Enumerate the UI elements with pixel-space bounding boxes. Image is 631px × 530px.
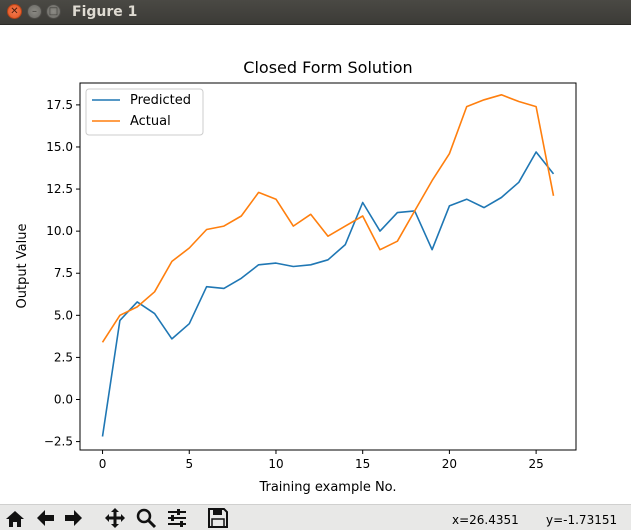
- minimize-window-button[interactable]: –: [27, 4, 42, 19]
- save-icon[interactable]: [207, 507, 229, 529]
- series-layer: [101, 94, 555, 437]
- pan-icon[interactable]: [104, 507, 126, 529]
- y-tick-label: 0.0: [54, 392, 73, 406]
- y-coordinate-readout: y=-1.73151: [546, 513, 618, 527]
- back-arrow-icon[interactable]: [34, 507, 56, 529]
- x-tick-label: 15: [355, 457, 370, 471]
- home-icon[interactable]: [4, 507, 26, 529]
- ticks-layer: 0 5 10 15 20 25 −2.5 0.0 2.5 5.0 7.5 10.0 12.5 15.0 17…: [44, 98, 544, 471]
- maximize-window-button[interactable]: □: [46, 4, 61, 19]
- line-chart: 0 5 10 15 20 25 −2.5 0.0 2.5 5.0 7.5 10.0 12.5 15.0 17…: [15, 58, 577, 495]
- legend-label-predicted: Predicted: [130, 93, 191, 108]
- y-tick-label: −2.5: [44, 435, 73, 449]
- x-tick-label: 25: [528, 457, 543, 471]
- x-coordinate-readout: x=26.4351: [452, 513, 519, 527]
- window-titlebar: ✕ – □ Figure 1: [0, 0, 631, 25]
- y-tick-label: 15.0: [46, 140, 73, 154]
- x-tick-label: 0: [99, 457, 107, 471]
- legend: Predicted Actual: [85, 88, 204, 136]
- figure-canvas[interactable]: 0 5 10 15 20 25 −2.5 0.0 2.5 5.0 7.5 10.0 12.5 15.0 17…: [0, 25, 631, 504]
- zoom-icon[interactable]: [135, 507, 157, 529]
- y-tick-label: 2.5: [54, 350, 73, 364]
- navigation-toolbar: x=26.4351 y=-1.73151: [0, 504, 631, 530]
- close-window-button[interactable]: ✕: [7, 4, 22, 19]
- window-title: Figure 1: [72, 4, 138, 20]
- x-axis-label: Training example No.: [258, 480, 396, 495]
- chart-title: Closed Form Solution: [243, 58, 412, 77]
- y-tick-label: 7.5: [54, 266, 73, 280]
- x-tick-label: 5: [185, 457, 193, 471]
- legend-label-actual: Actual: [130, 114, 171, 129]
- y-axis-label: Output Value: [15, 224, 30, 309]
- x-tick-label: 10: [268, 457, 283, 471]
- x-tick-label: 20: [442, 457, 457, 471]
- y-tick-label: 5.0: [54, 308, 73, 322]
- y-tick-label: 12.5: [46, 182, 73, 196]
- y-tick-label: 17.5: [46, 98, 73, 112]
- configure-subplots-icon[interactable]: [166, 507, 188, 529]
- series-line-actual: [101, 94, 555, 343]
- forward-arrow-icon[interactable]: [63, 507, 85, 529]
- series-line-predicted: [101, 151, 555, 437]
- axes-frame: [79, 82, 577, 451]
- y-tick-label: 10.0: [46, 224, 73, 238]
